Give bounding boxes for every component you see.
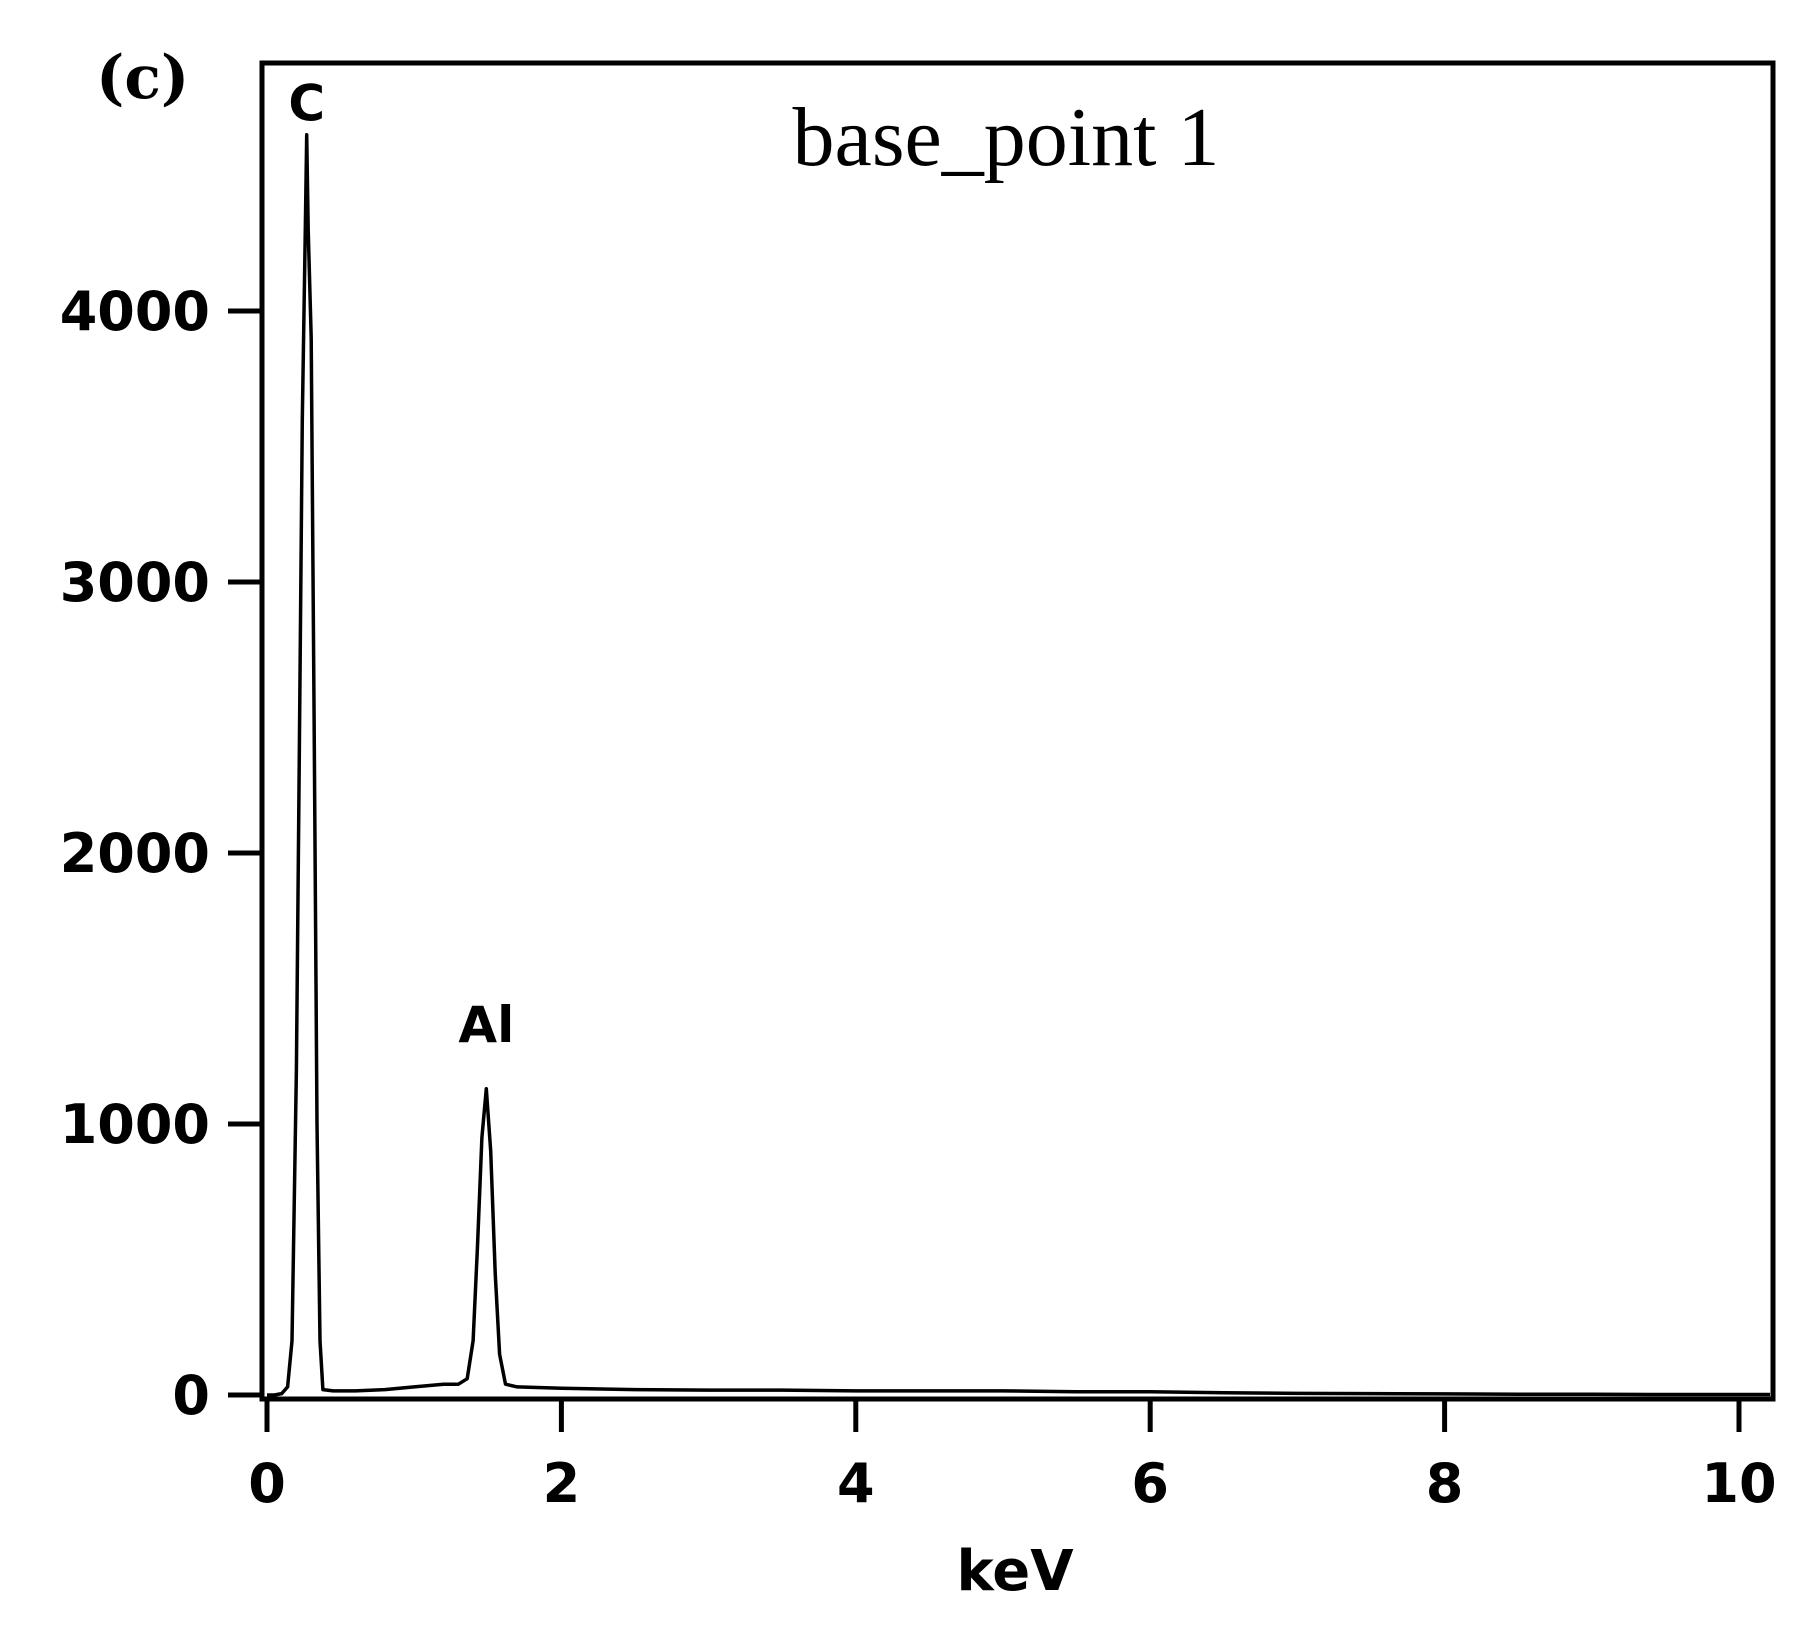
y-tick-label: 2000: [60, 822, 210, 885]
y-tick-label: 0: [172, 1364, 210, 1427]
x-axis-label: keV: [956, 1539, 1074, 1604]
x-tick-label: 10: [1701, 1452, 1776, 1515]
peak-label-c: C: [288, 74, 325, 132]
y-axis: 0 1000 2000 3000 4000: [60, 280, 262, 1427]
x-tick-label: 0: [248, 1452, 286, 1515]
x-tick-label: 4: [837, 1452, 875, 1515]
x-tick-label: 6: [1131, 1452, 1169, 1515]
chart-title: base_point 1: [793, 91, 1220, 184]
plot-frame: [259, 60, 1776, 1402]
panel-label: (c): [96, 43, 189, 113]
x-tick-label: 8: [1426, 1452, 1464, 1515]
x-axis: 0 2 4 6 8 10: [248, 1399, 1777, 1515]
y-tick-label: 1000: [60, 1093, 210, 1156]
peak-annotations: C Al: [288, 74, 514, 1053]
peak-label-al: Al: [458, 996, 514, 1054]
y-tick-label: 4000: [60, 280, 210, 343]
spectrum-line: [267, 133, 1770, 1397]
y-tick-label: 3000: [60, 551, 210, 614]
x-tick-label: 2: [543, 1452, 581, 1515]
